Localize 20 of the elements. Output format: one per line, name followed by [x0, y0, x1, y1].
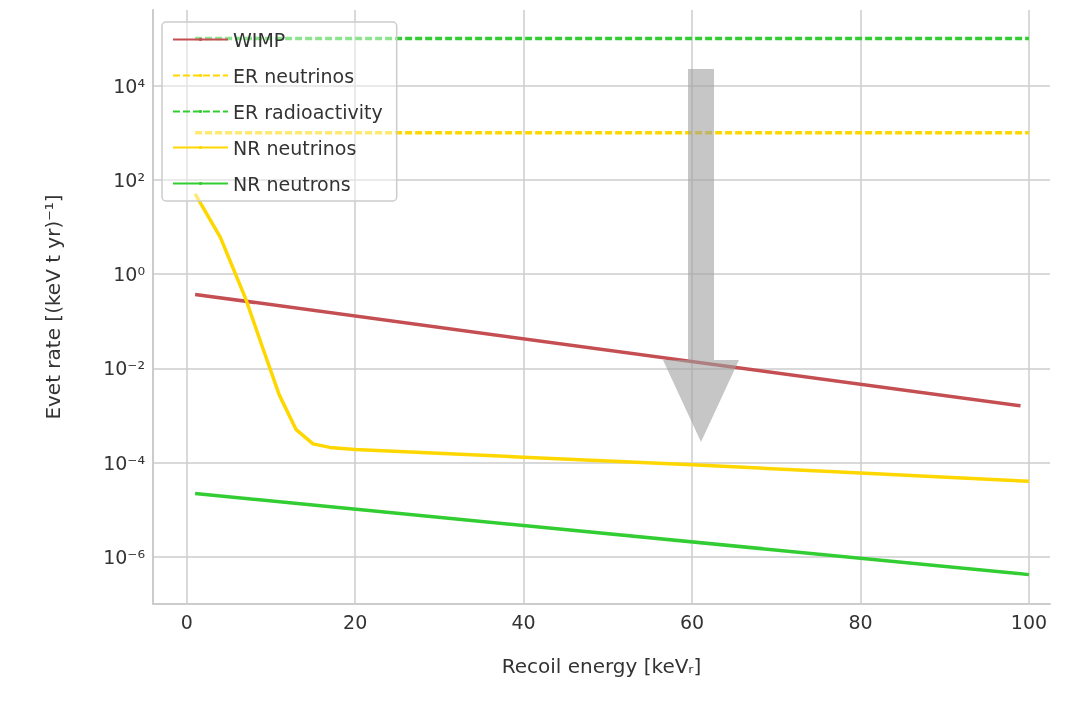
line-series	[193, 192, 1031, 484]
legend-label: ER neutrinos	[233, 64, 355, 87]
legend-label: NR neutrinos	[233, 136, 357, 159]
x-tick-label: 80	[848, 610, 873, 633]
x-tick-label: 0	[180, 610, 193, 633]
x-tick-label: 60	[679, 610, 705, 633]
x-axis-title: Recoil energy [keVᵣ]	[501, 654, 702, 678]
legend-label: NR neutrons	[233, 172, 351, 195]
y-tick-label: 10⁻⁴	[103, 451, 146, 474]
x-tick-label: 20	[343, 610, 368, 633]
y-tick-label: 10⁰	[113, 263, 145, 286]
x-tick-label: 100	[1010, 610, 1048, 633]
y-axis-title: Evet rate [(keV t yr)⁻¹]	[41, 194, 65, 420]
y-tick-label: 10⁴	[113, 74, 146, 97]
legend-label: WIMP	[233, 28, 286, 51]
y-tick-label: 10⁻²	[103, 357, 145, 380]
x-tick-label: 40	[511, 610, 536, 633]
y-tick-label: 10⁻⁶	[103, 545, 145, 568]
y-tick-label: 10²	[113, 168, 145, 191]
legend-label: ER radioactivity	[233, 100, 383, 123]
